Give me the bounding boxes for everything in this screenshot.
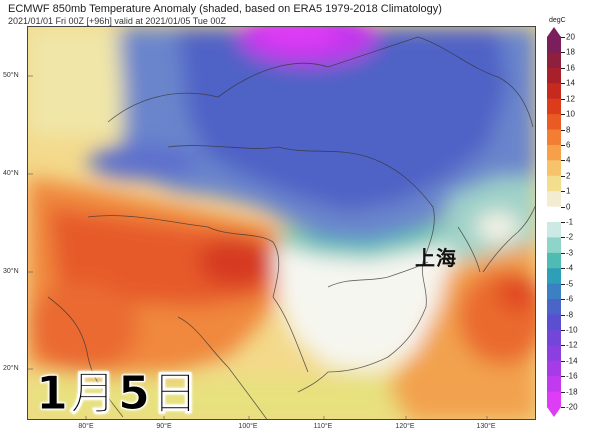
colorbar-tick-label: -3 bbox=[566, 248, 574, 258]
colorbar-segment bbox=[547, 114, 561, 130]
colorbar-segment bbox=[547, 144, 561, 161]
colorbar-extend-top bbox=[547, 27, 561, 37]
colorbar-tick-mark bbox=[561, 314, 565, 316]
anomaly-shading bbox=[28, 27, 535, 419]
colorbar-segment bbox=[547, 283, 561, 300]
lon-label-130: 130°E bbox=[476, 423, 496, 430]
colorbar-tick-label: -6 bbox=[566, 294, 574, 304]
colorbar-tick-mark bbox=[561, 160, 565, 162]
date-overlay: 1月5日 bbox=[35, 366, 201, 421]
colorbar-segment bbox=[547, 206, 561, 223]
lon-label-80: 80°E bbox=[78, 423, 94, 430]
colorbar-segment bbox=[547, 83, 561, 100]
colorbar-tick-label: -1 bbox=[566, 217, 574, 227]
colorbar-tick-mark bbox=[561, 237, 565, 239]
colorbar-segment bbox=[547, 314, 561, 331]
colorbar-segment bbox=[547, 37, 561, 53]
colorbar-tick-label: 2 bbox=[566, 171, 571, 181]
colorbar-tick-label: -2 bbox=[566, 232, 574, 242]
colorbar-tick-label: 18 bbox=[566, 47, 575, 57]
lon-label-90: 90°E bbox=[156, 423, 172, 430]
colorbar-tick-mark bbox=[561, 268, 565, 270]
colorbar-segment bbox=[547, 360, 561, 377]
colorbar-tick-label: 4 bbox=[566, 155, 571, 165]
map-canvas bbox=[28, 27, 535, 419]
colorbar-tick-mark bbox=[561, 360, 565, 362]
colorbar-tick-label: 20 bbox=[566, 32, 575, 42]
colorbar-tick-mark bbox=[561, 52, 565, 54]
colorbar-tick-mark bbox=[561, 191, 565, 193]
anomaly-map bbox=[27, 26, 536, 420]
colorbar-tick-label: 6 bbox=[566, 140, 571, 150]
colorbar-tick-mark bbox=[561, 129, 565, 131]
colorbar-tick-mark bbox=[561, 391, 565, 393]
lat-label-40: 40°N bbox=[3, 170, 19, 177]
colorbar-segment bbox=[547, 129, 561, 146]
colorbar-tick-label: 1 bbox=[566, 186, 571, 196]
boundaries bbox=[47, 36, 535, 419]
colorbar-segment bbox=[547, 237, 561, 254]
colorbar-tick-label: 8 bbox=[566, 125, 571, 134]
colorbar-tick-label: -8 bbox=[566, 310, 574, 319]
colorbar-tick-mark bbox=[561, 407, 565, 408]
colorbar-segment bbox=[547, 376, 561, 393]
colorbar-tick-mark bbox=[561, 252, 565, 254]
colorbar-tick-mark bbox=[561, 376, 565, 378]
lon-label-120: 120°E bbox=[395, 423, 415, 430]
colorbar-unit: degC bbox=[549, 17, 566, 24]
colorbar-tick-label: -14 bbox=[566, 356, 578, 366]
colorbar-segment bbox=[547, 67, 561, 84]
colorbar-segment bbox=[547, 345, 561, 362]
colorbar-segment bbox=[547, 175, 561, 192]
chart-subtitle: 2021/01/01 Fri 00Z [+96h] valid at 2021/… bbox=[8, 16, 226, 26]
colorbar-extend-bottom bbox=[547, 407, 561, 417]
city-label-shanghai: 上海 bbox=[415, 246, 457, 270]
colorbar-tick-mark bbox=[561, 283, 565, 285]
colorbar-tick-label: -4 bbox=[566, 263, 574, 273]
lat-label-20: 20°N bbox=[3, 365, 19, 372]
colorbar-segment bbox=[547, 222, 561, 238]
colorbar-tick-label: 14 bbox=[566, 78, 575, 88]
colorbar-segment bbox=[547, 329, 561, 346]
colorbar-tick-mark bbox=[561, 67, 565, 69]
colorbar-segment bbox=[547, 299, 561, 315]
colorbar-segment bbox=[547, 98, 561, 115]
colorbar-tick-label: -20 bbox=[566, 402, 578, 412]
colorbar-tick-label: -12 bbox=[566, 340, 578, 350]
colorbar-tick-label: 16 bbox=[566, 63, 575, 73]
colorbar bbox=[547, 27, 561, 417]
chart-title: ECMWF 850mb Temperature Anomaly (shaded,… bbox=[8, 3, 442, 15]
colorbar-tick-mark bbox=[561, 206, 565, 208]
colorbar-tick-label: 10 bbox=[566, 109, 575, 119]
colorbar-tick-mark bbox=[561, 222, 565, 223]
colorbar-tick-label: -10 bbox=[566, 325, 578, 335]
lon-label-100: 100°E bbox=[238, 423, 258, 430]
colorbar-tick-mark bbox=[561, 37, 565, 38]
lat-label-30: 30°N bbox=[3, 268, 19, 275]
colorbar-tick-label: -16 bbox=[566, 371, 578, 381]
colorbar-tick-mark bbox=[561, 345, 565, 347]
colorbar-segment bbox=[547, 191, 561, 208]
colorbar-segment bbox=[547, 252, 561, 269]
colorbar-segment bbox=[547, 391, 561, 408]
colorbar-tick-label: 0 bbox=[566, 202, 571, 212]
colorbar-tick-mark bbox=[561, 144, 565, 146]
lat-label-50: 50°N bbox=[3, 72, 19, 79]
colorbar-tick-mark bbox=[561, 329, 565, 331]
colorbar-tick-mark bbox=[561, 114, 565, 116]
colorbar-tick-label: -5 bbox=[566, 279, 574, 289]
colorbar-tick-label: 12 bbox=[566, 94, 575, 104]
colorbar-tick-mark bbox=[561, 83, 565, 85]
colorbar-segment bbox=[547, 160, 561, 177]
colorbar-tick-mark bbox=[561, 175, 565, 177]
colorbar-segment bbox=[547, 268, 561, 285]
colorbar-tick-mark bbox=[561, 98, 565, 100]
graticule-ticks bbox=[28, 75, 488, 419]
lon-label-110: 110°E bbox=[313, 423, 333, 430]
colorbar-segment bbox=[547, 52, 561, 69]
colorbar-tick-mark bbox=[561, 299, 565, 301]
colorbar-tick-label: -18 bbox=[566, 387, 578, 397]
